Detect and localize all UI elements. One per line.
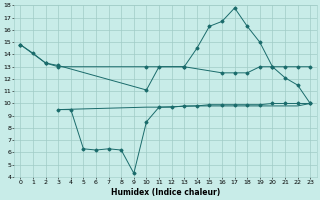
X-axis label: Humidex (Indice chaleur): Humidex (Indice chaleur) bbox=[111, 188, 220, 197]
